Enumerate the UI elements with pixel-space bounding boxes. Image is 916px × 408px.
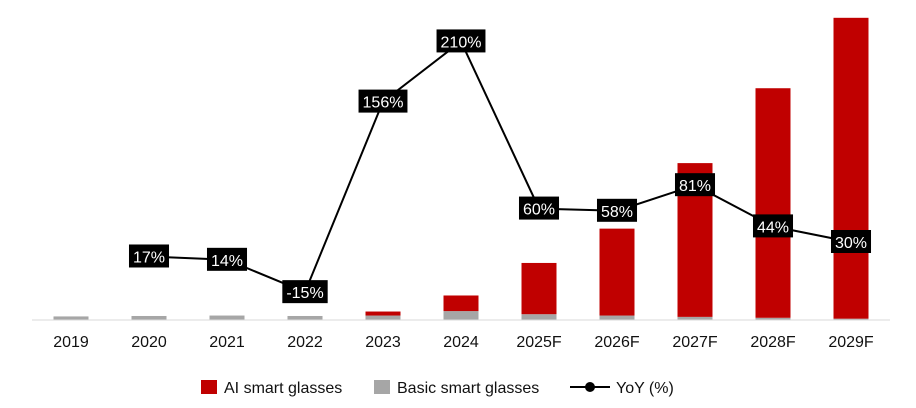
yoy-label-2029F: 30% bbox=[830, 230, 872, 253]
bar-basic-2022 bbox=[287, 315, 323, 320]
yoy-label-box-2024 bbox=[436, 29, 486, 53]
x-tick-2020: 2020 bbox=[131, 334, 167, 351]
yoy-label-box-2027F bbox=[674, 173, 716, 197]
bar-basic-2026F bbox=[599, 315, 635, 320]
yoy-label-2021: 14% bbox=[206, 247, 248, 271]
yoy-line-layer bbox=[148, 39, 852, 294]
bars-layer bbox=[53, 17, 869, 320]
bar-basic-2027F bbox=[677, 316, 713, 320]
yoy-label-box-2020 bbox=[128, 244, 170, 268]
yoy-label-text-2026F: 58% bbox=[601, 204, 633, 221]
bar-ai-2025F bbox=[521, 262, 557, 315]
x-tick-2026F: 2026F bbox=[594, 334, 640, 351]
x-tick-labels: 2019 2020 2021 2022 2023 2024 2025F 2026F 2027F 2… bbox=[53, 334, 874, 351]
bar-basic-2023 bbox=[365, 315, 401, 320]
yoy-label-2026F: 58% bbox=[596, 198, 638, 222]
bar-basic-2021 bbox=[209, 315, 245, 320]
yoy-label-text-2028F: 44% bbox=[757, 219, 789, 236]
bar-basic-2019 bbox=[53, 316, 89, 320]
yoy-line bbox=[148, 39, 852, 294]
yoy-label-2024: 210% bbox=[436, 29, 486, 53]
bar-ai-2028F bbox=[755, 88, 791, 318]
yoy-label-2025F: 60% bbox=[518, 196, 560, 220]
yoy-label-text-2020: 17% bbox=[133, 249, 165, 266]
x-tick-2024: 2024 bbox=[443, 334, 479, 351]
x-tick-2022: 2022 bbox=[287, 334, 323, 351]
legend-label-basic: Basic smart glasses bbox=[397, 380, 539, 397]
yoy-label-text-2029F: 30% bbox=[835, 235, 867, 252]
yoy-label-box-2025F bbox=[518, 196, 560, 220]
x-tick-2019: 2019 bbox=[53, 334, 89, 351]
yoy-label-2028F: 44% bbox=[752, 214, 794, 238]
legend: AI smart glasses Basic smart glasses YoY… bbox=[201, 380, 674, 397]
bar-ai-2023 bbox=[365, 311, 401, 316]
legend-swatch-ai bbox=[201, 380, 217, 394]
yoy-label-text-2025F: 60% bbox=[523, 202, 555, 219]
yoy-label-2027F: 81% bbox=[674, 173, 716, 197]
yoy-label-text-2021: 14% bbox=[211, 253, 243, 270]
bar-ai-2029F bbox=[833, 17, 869, 319]
yoy-label-text-2027F: 81% bbox=[679, 178, 711, 195]
yoy-label-text-2023: 156% bbox=[363, 95, 404, 112]
yoy-label-box-2022 bbox=[282, 280, 328, 304]
bar-basic-2028F bbox=[755, 317, 791, 320]
bar-basic-2025F bbox=[521, 314, 557, 320]
bar-basic-2020 bbox=[131, 315, 167, 320]
x-tick-2029F: 2029F bbox=[828, 334, 874, 351]
legend-swatch-basic bbox=[374, 380, 390, 394]
bar-ai-2026F bbox=[599, 228, 635, 316]
x-tick-2023: 2023 bbox=[365, 334, 401, 351]
yoy-label-box-2021 bbox=[206, 247, 248, 271]
yoy-label-text-2022: -15% bbox=[286, 285, 323, 302]
x-tick-2025F: 2025F bbox=[516, 334, 562, 351]
yoy-label-box-2026F bbox=[596, 198, 638, 222]
yoy-label-2022: -15% bbox=[282, 280, 328, 304]
yoy-label-box-2029F bbox=[830, 230, 872, 253]
x-tick-2021: 2021 bbox=[209, 334, 245, 351]
yoy-labels-layer: 17% 14% -15% 156% 210% 60% 58% 81% 44% 30% bbox=[128, 29, 872, 304]
legend-label-yoy: YoY (%) bbox=[616, 380, 674, 397]
yoy-label-2023: 156% bbox=[358, 89, 408, 113]
yoy-label-box-2023 bbox=[358, 89, 408, 113]
legend-label-ai: AI smart glasses bbox=[224, 380, 342, 397]
bar-ai-2024 bbox=[443, 295, 479, 312]
x-tick-2027F: 2027F bbox=[672, 334, 718, 351]
legend-marker-yoy bbox=[585, 382, 595, 392]
x-tick-2028F: 2028F bbox=[750, 334, 796, 351]
yoy-label-text-2024: 210% bbox=[441, 34, 482, 51]
bar-basic-2024 bbox=[443, 311, 479, 320]
yoy-label-box-2028F bbox=[752, 214, 794, 238]
yoy-label-2020: 17% bbox=[128, 244, 170, 268]
bar-basic-2029F bbox=[833, 318, 869, 320]
